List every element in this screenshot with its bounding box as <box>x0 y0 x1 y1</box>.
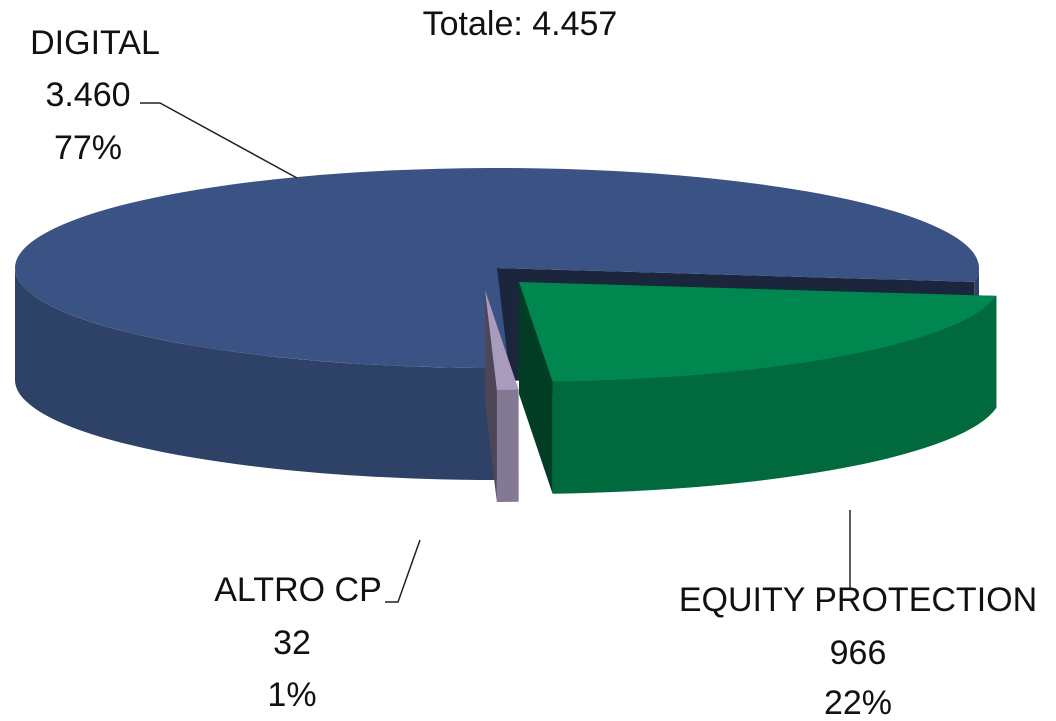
slice-face <box>519 282 553 494</box>
value-label: 32 <box>273 624 311 662</box>
slice <box>485 290 519 390</box>
leader-line <box>385 539 421 603</box>
slice <box>485 290 519 502</box>
leader-line <box>140 102 298 179</box>
slice-label: EQUITY PROTECTION <box>679 581 1037 619</box>
slice <box>519 282 997 382</box>
value-label: 3.460 <box>45 76 130 114</box>
slice-label: ALTRO CP <box>214 571 382 609</box>
pie <box>15 167 997 502</box>
slice-side <box>552 295 997 494</box>
percent-label: 22% <box>824 684 892 721</box>
slice-side <box>15 268 509 480</box>
slice-side <box>496 389 519 502</box>
slice-label: DIGITAL <box>30 24 160 62</box>
value-label: 966 <box>830 634 887 672</box>
slice <box>15 167 980 369</box>
slice <box>519 282 997 494</box>
slice-face <box>485 290 497 502</box>
percent-label: 77% <box>54 129 122 167</box>
percent-label: 1% <box>267 676 316 714</box>
chart-title: Totale: 4.457 <box>423 5 618 43</box>
